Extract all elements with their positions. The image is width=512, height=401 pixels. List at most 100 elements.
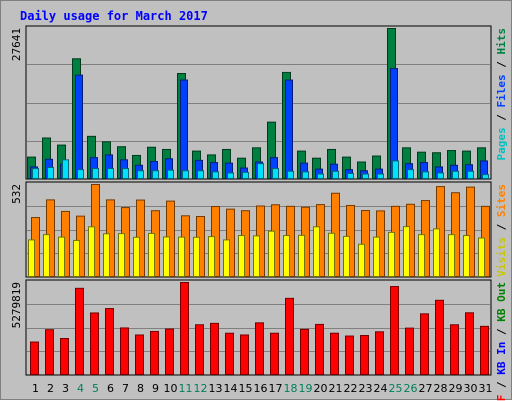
x-axis-day-label: 9 <box>152 382 159 395</box>
pages-bar <box>152 170 159 179</box>
visits-bar <box>193 236 200 277</box>
visits-bar <box>283 235 290 278</box>
kbytes-bar <box>180 282 189 375</box>
kbytes-bar <box>90 312 99 376</box>
visits-bar <box>313 226 320 277</box>
x-axis-day-label: 28 <box>434 382 448 395</box>
kbytes-bar <box>465 312 474 375</box>
pages-bar <box>92 168 99 180</box>
pages-bar <box>287 170 294 179</box>
pages-bar <box>242 171 249 179</box>
sites-bar <box>466 186 475 277</box>
kbytes-bar <box>225 332 234 376</box>
visits-bar <box>148 232 155 278</box>
pages-bar <box>122 168 129 180</box>
x-axis-day-label: 13 <box>209 382 223 395</box>
pages-bar <box>167 169 174 180</box>
x-axis-day-label: 15 <box>239 382 253 395</box>
legend-part: KB In <box>495 342 508 375</box>
pages-bar <box>362 173 369 179</box>
panel-3-ymax-label: 5279819 <box>10 282 23 328</box>
kbytes-bar <box>105 308 114 375</box>
panel-2-ymax-label: 532 <box>10 184 23 204</box>
visits-bar <box>328 232 335 277</box>
pages-bar <box>332 170 339 179</box>
pages-bar <box>392 160 399 180</box>
visits-bar <box>433 228 440 277</box>
legend-part: Sites <box>495 184 508 217</box>
files-bar <box>285 79 293 179</box>
x-axis-day-label: 6 <box>107 382 114 395</box>
kbytes-bar <box>345 335 354 375</box>
pages-bar <box>347 172 354 180</box>
files-bar <box>180 79 188 179</box>
files-bar <box>75 74 83 179</box>
x-axis-day-label: 2 <box>47 382 54 395</box>
panel-2-legend: Visits / Sites <box>495 184 508 277</box>
kbytes-bar <box>30 341 39 375</box>
x-axis-day-label: 18 <box>284 382 298 395</box>
legend-part: Hits <box>495 28 508 55</box>
pages-bar <box>77 169 84 179</box>
kbytes-bar <box>405 327 414 376</box>
x-axis-day-label: 5 <box>92 382 99 395</box>
kbytes-bar <box>315 323 324 375</box>
visits-bar <box>448 234 455 277</box>
kbytes-bar <box>135 334 144 375</box>
visits-bar <box>238 235 245 278</box>
x-axis-day-label: 24 <box>374 382 388 395</box>
kbytes-bar <box>255 322 264 376</box>
sites-bar <box>361 210 370 278</box>
visits-bar <box>58 236 65 278</box>
legend-part: / <box>495 217 508 237</box>
visits-bar <box>88 226 95 277</box>
pages-bar <box>62 159 69 179</box>
pages-bar <box>467 170 474 179</box>
kbytes-bar <box>240 334 249 375</box>
kbytes-bar <box>120 327 129 376</box>
legend-part: KB Out <box>495 282 508 322</box>
x-axis-day-label: 11 <box>179 382 193 395</box>
visits-bar <box>373 236 380 278</box>
pages-bar <box>47 166 54 180</box>
x-axis-day-label: 21 <box>329 382 343 395</box>
legend-part: KB F <box>495 395 508 401</box>
visits-bar <box>43 234 50 277</box>
x-axis-day-label: 17 <box>269 382 283 395</box>
pages-bar <box>452 170 459 179</box>
visits-bar <box>73 239 80 277</box>
x-axis-day-label: 27 <box>419 382 433 395</box>
visits-bar <box>418 234 425 277</box>
x-axis-day-label: 12 <box>194 382 208 395</box>
visits-bar <box>133 236 140 277</box>
pages-bar <box>302 171 309 180</box>
pages-bar <box>257 163 264 180</box>
kbytes-bar <box>360 335 369 376</box>
legend-part: / <box>495 375 508 395</box>
kbytes-bar <box>195 324 204 376</box>
x-axis-day-label: 29 <box>449 382 463 395</box>
legend-part: / <box>495 322 508 342</box>
kbytes-bar <box>480 325 489 375</box>
visits-bar <box>208 236 215 277</box>
visits-bar <box>463 235 470 278</box>
pages-bar <box>422 171 429 180</box>
visits-bar <box>268 230 275 277</box>
kbytes-bar <box>45 329 54 375</box>
kbytes-bar <box>330 332 339 376</box>
chart-title: Daily usage for March 2017 <box>20 9 208 23</box>
kbytes-bar <box>450 324 459 376</box>
x-axis-day-label: 10 <box>164 382 178 395</box>
visits-bar <box>343 235 350 277</box>
visits-bar <box>403 226 410 277</box>
kbytes-bar <box>150 330 159 375</box>
pages-bar <box>32 168 39 180</box>
pages-bar <box>377 173 384 179</box>
x-axis-day-label: 30 <box>464 382 478 395</box>
x-axis-day-label: 1 <box>32 382 39 395</box>
visits-bar <box>163 236 170 277</box>
legend-part: / <box>495 108 508 128</box>
pages-bar <box>272 168 279 180</box>
kbytes-bar <box>375 331 384 375</box>
